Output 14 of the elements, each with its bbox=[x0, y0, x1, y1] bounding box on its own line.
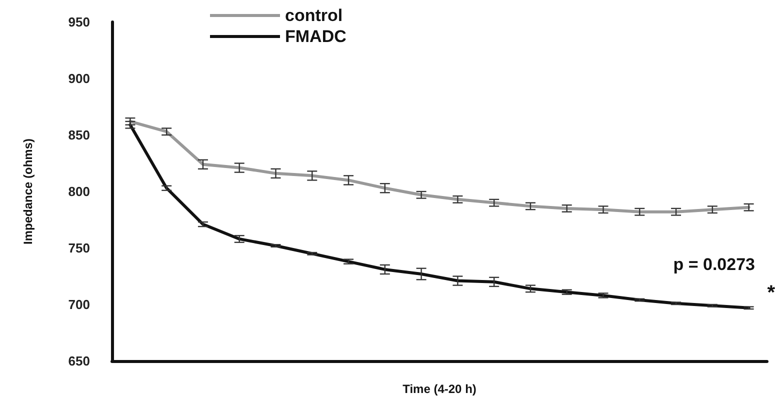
y-tick-label: 850 bbox=[68, 128, 90, 142]
y-tick-label: 750 bbox=[68, 240, 90, 256]
y-tick-label: 700 bbox=[68, 297, 90, 312]
x-axis-title: Time (4-20 h) bbox=[402, 382, 476, 396]
y-tick-label: 650 bbox=[68, 354, 90, 368]
text: * bbox=[767, 282, 775, 304]
y-axis-title: Impedance (ohms) bbox=[21, 138, 35, 245]
legend-label: FMADC bbox=[285, 27, 346, 46]
y-tick-label: 800 bbox=[68, 184, 90, 199]
annotation: p = 0.0273 bbox=[673, 255, 756, 274]
line-series bbox=[128, 120, 750, 214]
y-tick-label: 950 bbox=[68, 14, 90, 30]
legend-label: control bbox=[285, 6, 343, 25]
y-tick-label: 900 bbox=[68, 71, 90, 86]
